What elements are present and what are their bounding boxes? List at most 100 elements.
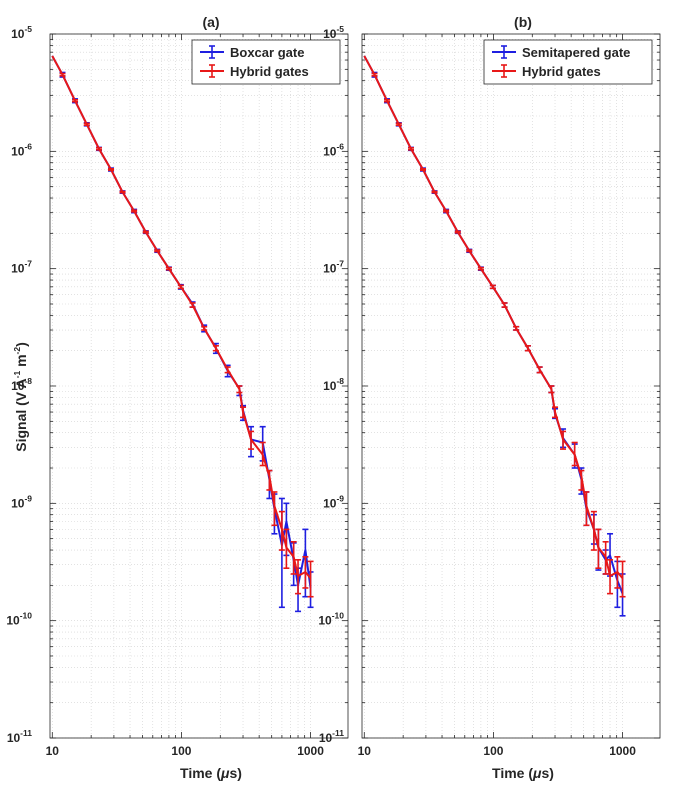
error-bar xyxy=(240,406,247,419)
y-tick-label: 10-10 xyxy=(6,611,32,628)
x-axis-label-a-part1: Time ( xyxy=(180,765,221,781)
error-bar xyxy=(407,147,414,151)
error-bar xyxy=(83,122,90,127)
x-tick-label: 1000 xyxy=(609,744,636,758)
error-bar xyxy=(443,209,450,213)
y-axis-label-part2: m xyxy=(13,354,29,370)
y-tick-label: 10-8 xyxy=(323,376,344,393)
error-bar xyxy=(595,528,602,570)
legend-entry: Hybrid gates xyxy=(492,64,601,79)
error-bar xyxy=(583,491,590,527)
error-bar xyxy=(177,284,184,290)
legend: Boxcar gate Hybrid gates xyxy=(191,39,341,85)
error-bar xyxy=(165,266,172,271)
panel-a-title: (a) xyxy=(202,14,219,30)
error-bar xyxy=(278,510,285,551)
y-tick-label: 10-9 xyxy=(323,493,344,510)
panel-b-title: (b) xyxy=(514,14,532,30)
x-tick-label: 100 xyxy=(483,744,503,758)
x-tick-label: 10 xyxy=(358,744,372,758)
legend-entry: Hybrid gates xyxy=(200,64,309,79)
error-bar xyxy=(108,167,115,172)
grid xyxy=(362,33,660,739)
y-axis-label-exp2: -2 xyxy=(12,347,22,355)
error-bar xyxy=(420,167,427,172)
error-bar xyxy=(224,366,231,374)
x-tick-label: 10 xyxy=(46,744,60,758)
error-bar xyxy=(536,366,543,374)
error-bar xyxy=(466,249,473,253)
y-axis-label-part1: Signal (V A xyxy=(13,378,29,451)
y-tick-label: 10-7 xyxy=(11,259,32,276)
legend-label: Hybrid gates xyxy=(230,64,309,79)
legend-box xyxy=(483,39,653,85)
error-bar xyxy=(212,345,219,352)
y-tick-label: 10-10 xyxy=(318,611,344,628)
error-bar xyxy=(142,230,149,234)
y-tick-label: 10-5 xyxy=(323,24,344,41)
error-bar xyxy=(560,430,567,450)
x-axis-label-b: Time (μs) xyxy=(492,765,554,781)
error-bar xyxy=(501,302,508,308)
error-bar xyxy=(602,541,609,575)
grid xyxy=(50,33,348,739)
panel-b: (b) 10 100 1000 10-11 10-10 10-9 10-8 10-7 10-6 1… xyxy=(318,14,661,758)
y-axis-label: Signal (V A-1 m-2) xyxy=(12,342,29,452)
legend-entry: Semitapered gate xyxy=(492,45,630,60)
x-tick-label: 1000 xyxy=(297,744,324,758)
error-bar xyxy=(119,190,126,194)
x-axis-label-a-part2: s) xyxy=(229,765,241,781)
error-bar xyxy=(259,441,266,467)
error-bar xyxy=(154,249,161,253)
y-tick-label: 10-6 xyxy=(323,141,344,158)
panel-a: (a) 10 100 100010-1110-1010-910-810-710-61… xyxy=(6,14,349,758)
x-axis-label-b-part2: s) xyxy=(541,765,553,781)
error-bar xyxy=(283,528,290,570)
error-bar xyxy=(614,556,621,589)
error-bar xyxy=(454,230,461,234)
error-bar xyxy=(371,72,378,77)
error-bar xyxy=(201,325,208,331)
error-bar xyxy=(290,541,297,575)
error-bar xyxy=(295,559,302,595)
error-bar xyxy=(271,491,278,527)
error-bar xyxy=(513,325,520,331)
error-bar xyxy=(607,559,614,595)
error-bar xyxy=(578,469,585,491)
error-bar xyxy=(489,284,496,290)
y-tick-label: 10-5 xyxy=(11,24,32,41)
series-hybrid-gates xyxy=(51,55,314,598)
x-tick-label: 100 xyxy=(171,744,191,758)
legend-label: Boxcar gate xyxy=(230,45,304,60)
y-tick-label: 10-7 xyxy=(323,259,344,276)
legend-label: Hybrid gates xyxy=(522,64,601,79)
error-bar xyxy=(248,430,255,450)
error-bar xyxy=(384,98,391,103)
error-bar xyxy=(236,385,243,394)
legend-entry: Boxcar gate xyxy=(200,45,304,60)
x-axis-label-a-mu: μ xyxy=(220,765,230,781)
error-bar xyxy=(307,560,314,598)
x-axis-label-a: Time (μs) xyxy=(180,765,242,781)
error-bar xyxy=(302,556,309,589)
y-tick-label: 10-11 xyxy=(319,728,344,745)
error-bar xyxy=(571,441,578,467)
error-bar xyxy=(477,266,484,271)
legend-box xyxy=(191,39,341,85)
error-bar xyxy=(72,98,79,103)
legend-label: Semitapered gate xyxy=(522,45,630,60)
y-tick-label: 10-11 xyxy=(7,728,32,745)
error-bar xyxy=(395,122,402,127)
series-line xyxy=(363,55,624,579)
legend: Semitapered gate Hybrid gates xyxy=(483,39,653,85)
error-bar xyxy=(552,406,559,419)
y-axis-label-exp1: -1 xyxy=(12,371,22,379)
series-hybrid-gates xyxy=(363,55,626,598)
y-tick-label: 10-8 xyxy=(11,376,32,393)
error-bar xyxy=(548,385,555,394)
error-bar xyxy=(189,302,196,308)
error-bar xyxy=(619,560,626,598)
error-bar xyxy=(95,147,102,151)
